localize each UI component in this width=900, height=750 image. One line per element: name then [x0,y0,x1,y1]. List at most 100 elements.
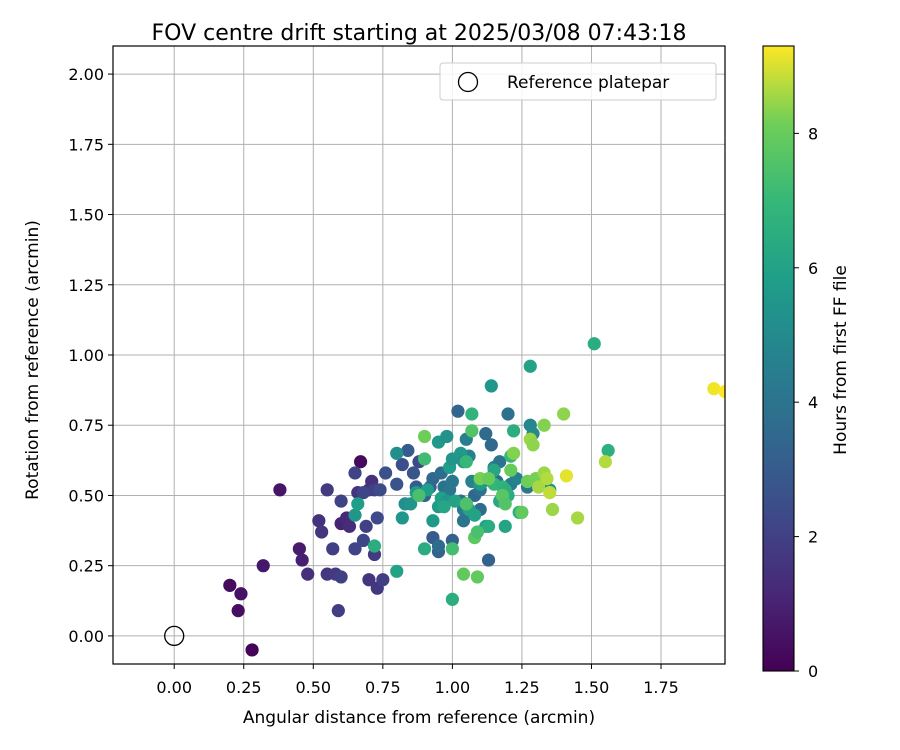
colorbar-tick-label: 2 [808,528,818,547]
data-point [570,511,585,525]
data-point [334,494,348,508]
data-point [601,443,615,458]
data-point [417,452,432,466]
data-point [362,573,376,587]
data-point [320,483,334,497]
data-point [545,502,560,517]
x-tick-label: 0.50 [295,678,331,697]
data-point [437,500,451,514]
data-point [395,511,409,525]
data-point [292,542,306,556]
data-point [348,542,362,556]
x-axis: 0.00 0.25 0.50 0.75 1.00 1.25 1.50 1.75 [156,664,679,697]
data-point [379,466,393,480]
reference-marker [164,625,185,647]
data-point [390,446,404,460]
colorbar-tick-label: 8 [808,124,818,143]
legend-reference-marker [457,71,479,93]
colorbar-tick-label: 6 [808,259,818,278]
data-point [390,477,404,491]
colorbar-label: Hours from first FF file [831,265,851,455]
x-tick-label: 1.00 [435,678,471,697]
data-point [468,508,482,522]
data-point [587,337,601,351]
x-tick-label: 0.75 [365,678,401,697]
chart-title: FOV centre drift starting at 2025/03/08 … [152,21,687,46]
colorbar: 0 2 4 6 8 Hours from first FF file [762,45,851,681]
data-point [481,519,496,533]
data-point [373,483,387,497]
data-point [401,443,415,458]
data-point [295,553,309,567]
data-point [484,379,498,393]
data-point [456,514,471,528]
x-axis-label: Angular distance from reference (arcmin) [243,708,595,728]
x-tick-label: 1.75 [643,678,679,697]
x-tick-label: 1.25 [504,678,540,697]
data-point [315,525,329,539]
data-point [718,384,725,399]
y-tick-label: 1.50 [68,206,104,225]
data-point [223,578,237,592]
data-point [504,463,518,477]
y-axis: 0.00 0.25 0.50 0.75 1.00 1.25 1.50 1.75 2.00 [68,65,113,646]
data-point [481,553,496,567]
data-point [445,592,459,606]
data-point [451,404,465,418]
data-point [404,497,418,511]
data-point [456,567,471,581]
data-point [301,567,315,581]
y-tick-label: 0.00 [68,627,104,646]
colorbar-tick-label: 0 [808,662,818,681]
data-point [526,438,540,452]
data-points [164,337,725,657]
data-point [445,474,459,489]
data-point [707,382,721,396]
data-point [342,519,357,533]
data-point [406,466,421,480]
data-point [431,539,446,553]
data-point [557,407,571,421]
data-point [353,455,368,469]
data-point [390,564,404,578]
data-point [359,519,373,533]
y-tick-label: 1.00 [68,346,104,365]
y-axis-label: Rotation from reference (arcmin) [23,220,43,500]
data-point [412,488,426,503]
data-point [470,525,485,539]
data-point [231,604,245,618]
data-point [445,542,459,556]
data-point [448,494,462,508]
data-point [395,457,409,472]
data-point [256,559,270,573]
data-point [417,429,432,444]
y-tick-label: 0.75 [68,416,104,435]
data-point [334,570,348,584]
y-tick-label: 1.75 [68,135,104,154]
data-point [376,573,390,587]
data-point [417,542,432,556]
data-point [506,446,521,460]
data-point [470,570,485,584]
data-point [440,429,454,444]
data-point [356,486,370,500]
data-point [465,424,479,438]
data-point [245,643,259,657]
y-tick-label: 0.25 [68,557,104,576]
data-point [331,604,345,618]
data-point [479,427,493,441]
data-point [532,480,546,494]
grid [113,46,725,664]
data-point [537,418,551,432]
data-point [523,359,537,373]
data-point [348,466,362,480]
data-point [540,472,554,486]
colorbar-tick-label: 4 [808,393,818,412]
data-point [273,483,287,497]
data-point [484,438,498,452]
colorbar-gradient [762,45,795,672]
data-point [234,587,248,601]
data-point [326,542,340,556]
x-tick-label: 0.00 [156,678,192,697]
